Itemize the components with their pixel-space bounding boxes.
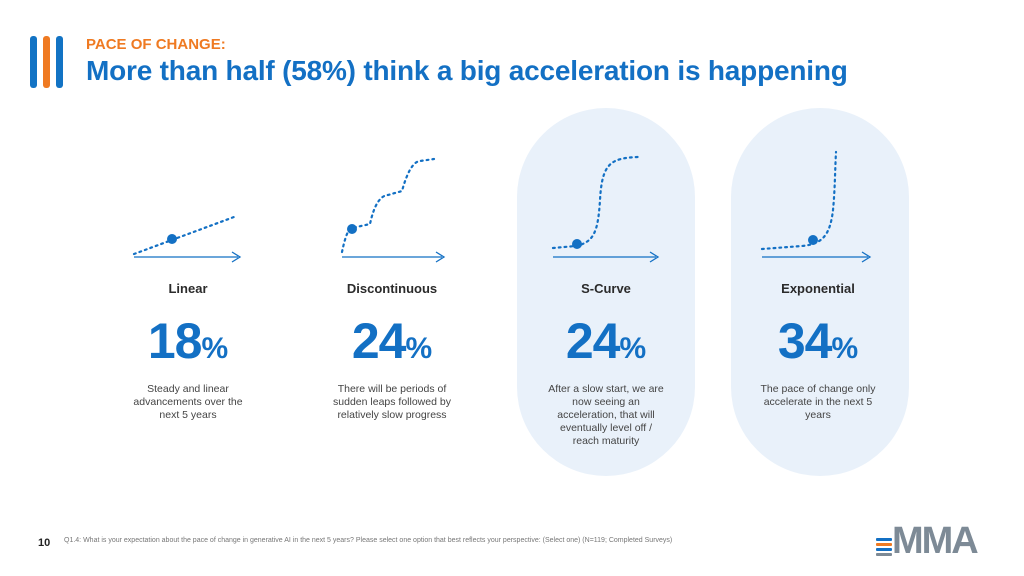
option-percentage: 24% <box>351 313 433 369</box>
page-title: More than half (58%) think a big acceler… <box>86 55 848 86</box>
option-exponential: Exponential 34% The pace of change only … <box>718 140 918 421</box>
option-linear: Linear 18% Steady and linear advancement… <box>88 140 288 421</box>
option-description: Steady and linear advancements over the … <box>133 383 243 421</box>
option-label: Linear <box>168 281 208 296</box>
option-percentage: 24% <box>565 313 647 369</box>
page-number: 10 <box>38 537 51 549</box>
option-label: Exponential <box>781 281 855 296</box>
s-curve-icon <box>551 155 660 263</box>
stepped-curve-icon <box>340 157 446 263</box>
brand-bars-icon <box>30 36 70 88</box>
option-label: S-Curve <box>581 281 631 296</box>
option-discontinuous: Discontinuous 24% There will be periods … <box>292 140 492 421</box>
option-percentage: 34% <box>777 313 859 369</box>
option-s-curve: S-Curve 24% After a slow start, we are n… <box>506 140 706 447</box>
mma-logo: MMA <box>876 520 1004 562</box>
exponential-curve-icon <box>760 150 872 263</box>
option-description: There will be periods of sudden leaps fo… <box>333 383 451 421</box>
option-description: After a slow start, we are now seeing an… <box>548 383 664 447</box>
highlight-pill-exponential <box>731 108 909 476</box>
linear-curve-icon <box>132 215 242 263</box>
survey-footnote: Q1.4: What is your expectation about the… <box>64 537 673 544</box>
logo-text: MMA <box>892 520 979 562</box>
section-kicker: PACE OF CHANGE: <box>86 36 226 53</box>
option-label: Discontinuous <box>346 281 438 296</box>
option-description: The pace of change only accelerate in th… <box>760 383 876 421</box>
option-percentage: 18% <box>147 313 229 369</box>
